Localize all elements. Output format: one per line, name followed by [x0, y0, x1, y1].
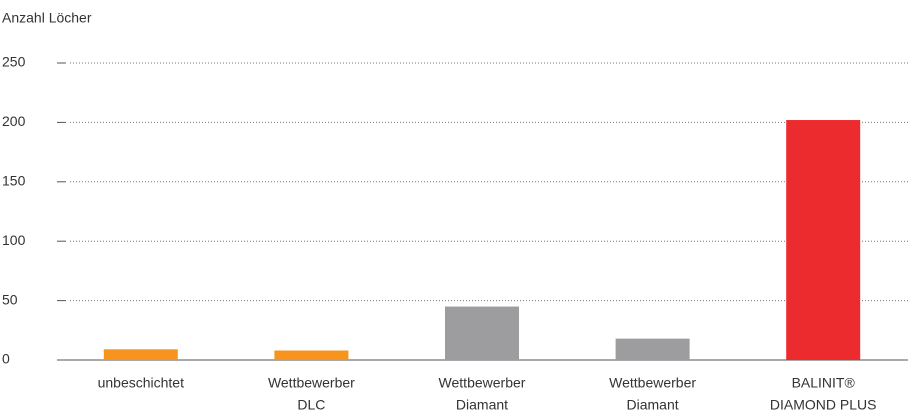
y-tick-label: 0: [2, 351, 10, 367]
y-axis-label: Anzahl Löcher: [2, 10, 92, 26]
x-tick-label: DLC: [297, 397, 325, 413]
bar: [103, 349, 178, 360]
x-tick-label: Diamant: [456, 397, 508, 413]
bar: [615, 338, 690, 360]
y-tick-label: 200: [2, 113, 26, 129]
x-tick-label: Wettbewerber: [609, 375, 696, 391]
x-tick-label: Diamant: [627, 397, 679, 413]
bar: [786, 120, 861, 360]
bar: [274, 350, 349, 360]
x-tick-label: DIAMOND PLUS: [770, 397, 877, 413]
y-tick-label: 100: [2, 232, 26, 248]
y-tick-label: 50: [2, 291, 18, 307]
x-tick-label: unbeschichtet: [98, 375, 185, 391]
y-tick-label: 250: [2, 54, 26, 70]
x-tick-label: BALINIT®: [792, 375, 856, 391]
x-tick-label: Wettbewerber: [268, 375, 355, 391]
bar: [445, 306, 519, 360]
x-tick-label: Wettbewerber: [439, 375, 526, 391]
y-tick-label: 150: [2, 173, 26, 189]
